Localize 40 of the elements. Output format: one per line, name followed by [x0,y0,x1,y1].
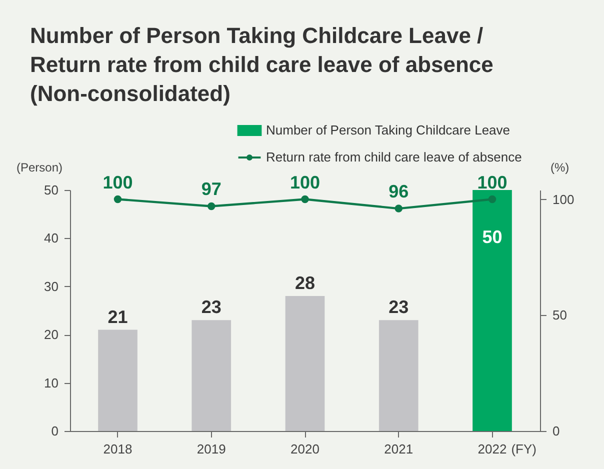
point [114,195,122,204]
chart-title: Number of Person Taking Childcare Leave / Return rate from child care leave of absence (Non-consolidated) [30,23,494,106]
x-tick-label: 2018 [103,442,132,456]
y-tick-label: 20 [44,327,58,342]
data-label: 23 [201,297,222,318]
data-label: 100 [290,172,320,192]
data-label: 97 [201,179,222,200]
point [208,202,216,210]
bar [285,296,325,431]
y-tick-label: 50 [44,182,58,198]
x-tick-label: 2022 [478,442,507,456]
data-label: 100 [477,172,508,192]
data-label: 50 [482,227,502,247]
bar [378,320,418,431]
data-label: 96 [388,182,409,202]
bar [472,190,512,431]
data-label: 23 [388,297,409,318]
legend-label: Number of Person Taking Childcare Leave [266,122,510,138]
y-tick-label: 0 [51,424,58,438]
y2-tick-label: 50 [552,308,567,323]
point [394,204,402,212]
bar [192,320,232,431]
y-tick-label: 10 [44,375,58,390]
point [488,195,496,204]
y2-axis-title: (%) [550,160,570,174]
legend-label: Return rate from child care leave of absence [266,150,522,164]
data-label: 28 [294,273,316,294]
point [301,195,309,204]
data-label: 100 [102,172,133,192]
data-label: 21 [108,306,128,327]
x-axis-title: (FY) [511,442,536,456]
x-tick-label: 2019 [196,442,226,456]
y-tick-label: 30 [44,278,58,294]
y-axis-title: (Person) [16,160,62,174]
x-tick-label: 2020 [290,442,320,456]
y-tick-label: 40 [44,230,58,246]
x-tick-label: 2021 [384,442,414,456]
y2-tick-label: 0 [552,424,560,438]
y2-tick-label: 100 [552,192,574,207]
bar [98,330,138,431]
